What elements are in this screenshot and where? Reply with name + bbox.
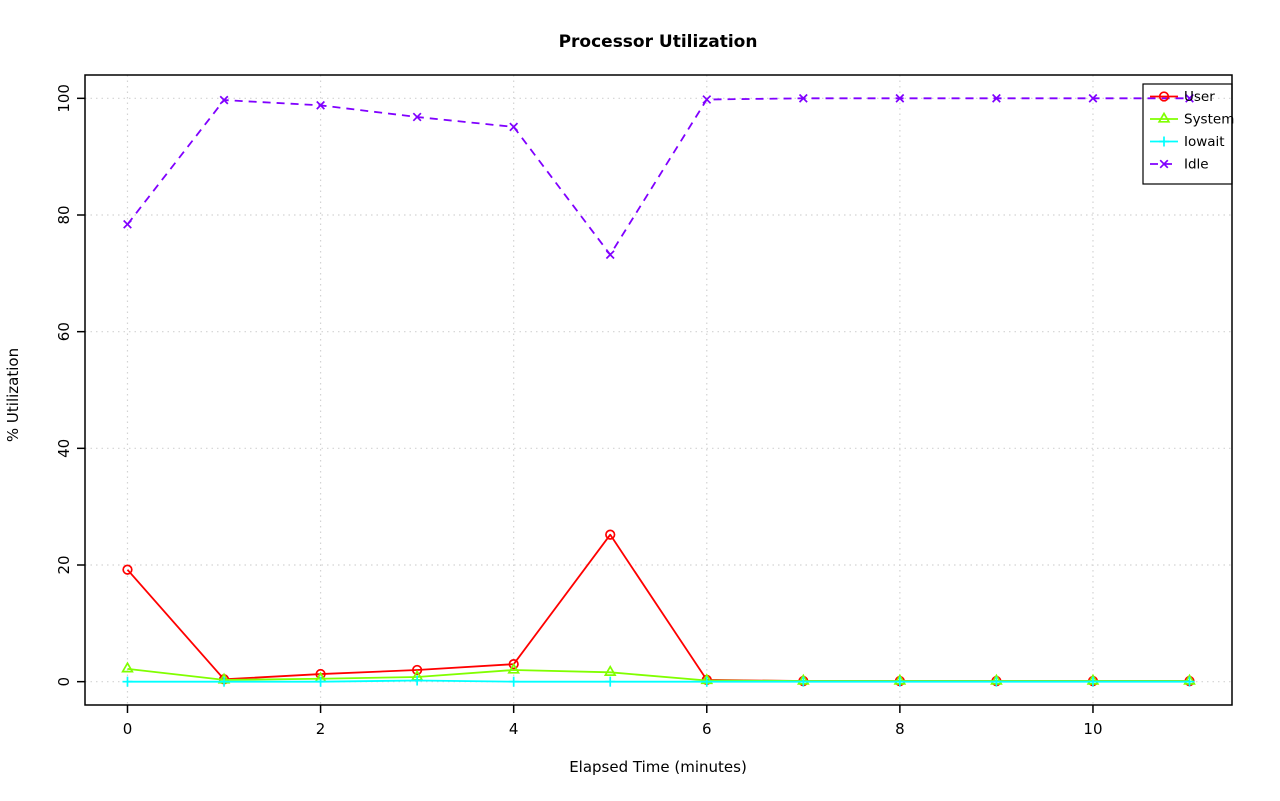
legend: User System Iowait Idle — [1142, 83, 1234, 185]
plot-box — [84, 74, 1233, 706]
x-tick-label: 8 — [895, 720, 905, 738]
marker-x — [1185, 93, 1194, 103]
marker-x — [412, 112, 422, 122]
marker-x — [605, 250, 615, 260]
series-user — [122, 529, 1195, 687]
legend-box — [1142, 83, 1233, 185]
series-iowait — [122, 675, 1195, 687]
legend-label: User — [1184, 89, 1215, 105]
x-axis-label: Elapsed Time (minutes) — [569, 758, 747, 776]
marker-triangle — [1157, 111, 1171, 123]
x-tick-label: 6 — [702, 720, 712, 738]
chart-title: Processor Utilization — [559, 32, 758, 52]
legend-label: System — [1184, 112, 1234, 128]
marker-circle — [508, 659, 519, 670]
marker-x — [509, 122, 519, 132]
y-tick-label: 20 — [55, 555, 73, 574]
x-tick-label: 0 — [123, 720, 133, 738]
marker-x — [219, 95, 229, 105]
series-line — [127, 679, 1190, 683]
marker-x — [702, 95, 712, 104]
legend-label: Iowait — [1184, 134, 1225, 150]
marker-x — [123, 219, 132, 229]
marker-x — [1088, 93, 1098, 103]
series — [121, 93, 1196, 687]
marker-triangle — [507, 662, 520, 674]
marker-circle — [122, 564, 133, 575]
legend-label: Idle — [1184, 157, 1209, 173]
y-tick-label: 40 — [55, 439, 73, 458]
series-line — [126, 97, 1190, 256]
y-tick-label: 80 — [55, 205, 73, 224]
y-tick-label: 100 — [55, 84, 73, 113]
legend-item-iowait: Iowait — [1150, 134, 1225, 150]
marker-x — [992, 93, 1001, 103]
series-line — [127, 667, 1190, 682]
y-axis-label: % Utilization — [4, 348, 22, 442]
marker-x — [895, 93, 905, 103]
marker-triangle — [121, 661, 134, 673]
marker-circle — [1158, 91, 1170, 102]
x-tick-label: 2 — [316, 720, 326, 738]
y-tick-label: 60 — [55, 322, 73, 341]
marker-x — [1159, 159, 1169, 169]
marker-circle — [605, 529, 616, 540]
marker-x — [316, 100, 325, 110]
series-line — [126, 533, 1190, 682]
grid — [85, 75, 1232, 705]
legend-item-user: User — [1150, 89, 1215, 105]
marker-x — [798, 93, 808, 103]
legend-item-idle: Idle — [1150, 157, 1209, 173]
y-tick-label: 0 — [55, 677, 73, 687]
series-idle — [123, 93, 1194, 260]
legend-item-system: System — [1150, 112, 1234, 128]
marker-circle — [411, 664, 423, 676]
x-tick-label: 4 — [509, 720, 519, 738]
marker-triangle — [603, 665, 617, 676]
x-tick-label: 10 — [1083, 720, 1102, 738]
